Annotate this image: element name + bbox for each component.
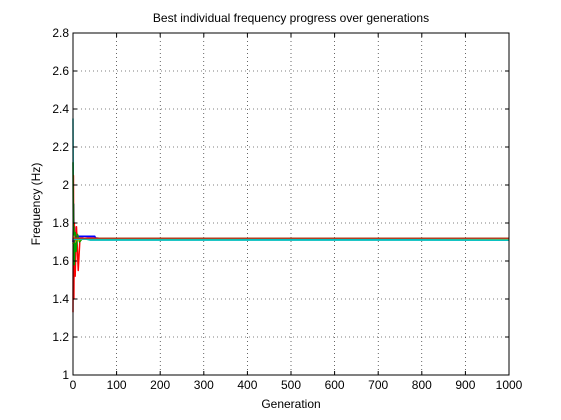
x-tick-label: 900 bbox=[455, 378, 475, 392]
x-tick-label: 100 bbox=[107, 378, 127, 392]
axis-ticks bbox=[72, 32, 510, 376]
series-line-4 bbox=[72, 174, 509, 313]
series-line-8 bbox=[73, 238, 510, 241]
y-tick-label: 1.2 bbox=[52, 330, 69, 344]
y-tick-label: 1.4 bbox=[52, 292, 69, 306]
x-tick-label: 400 bbox=[237, 378, 257, 392]
y-tick-label: 2 bbox=[62, 178, 69, 192]
x-tick-label: 500 bbox=[281, 378, 301, 392]
y-tick-label: 1.8 bbox=[52, 216, 69, 230]
y-tick-label: 2.4 bbox=[52, 102, 69, 116]
plot-frame bbox=[72, 32, 510, 376]
y-tick-labels: 1 1.2 1.4 1.6 1.8 2 2.2 2.4 2.6 2.8 bbox=[52, 26, 69, 382]
y-tick-label: 2.8 bbox=[52, 26, 69, 40]
x-tick-labels: 0 100 200 300 400 500 600 700 800 900 1000 bbox=[70, 378, 523, 392]
grid-lines bbox=[73, 33, 509, 375]
y-tick-label: 2.2 bbox=[52, 140, 69, 154]
y-tick-label: 2.6 bbox=[52, 64, 69, 78]
x-tick-label: 0 bbox=[70, 378, 77, 392]
x-tick-label: 300 bbox=[194, 378, 214, 392]
x-tick-label: 600 bbox=[325, 378, 345, 392]
x-axis-label: Generation bbox=[261, 397, 320, 411]
chart-title: Best individual frequency progress over … bbox=[153, 11, 429, 25]
x-tick-label: 700 bbox=[368, 378, 388, 392]
y-tick-label: 1.6 bbox=[52, 254, 69, 268]
x-tick-label: 800 bbox=[412, 378, 432, 392]
data-series bbox=[72, 118, 510, 313]
y-tick-label: 1 bbox=[62, 368, 69, 382]
x-tick-label: 200 bbox=[150, 378, 170, 392]
y-axis-label: Frequency (Hz) bbox=[29, 163, 43, 246]
x-tick-label: 1000 bbox=[496, 378, 523, 392]
